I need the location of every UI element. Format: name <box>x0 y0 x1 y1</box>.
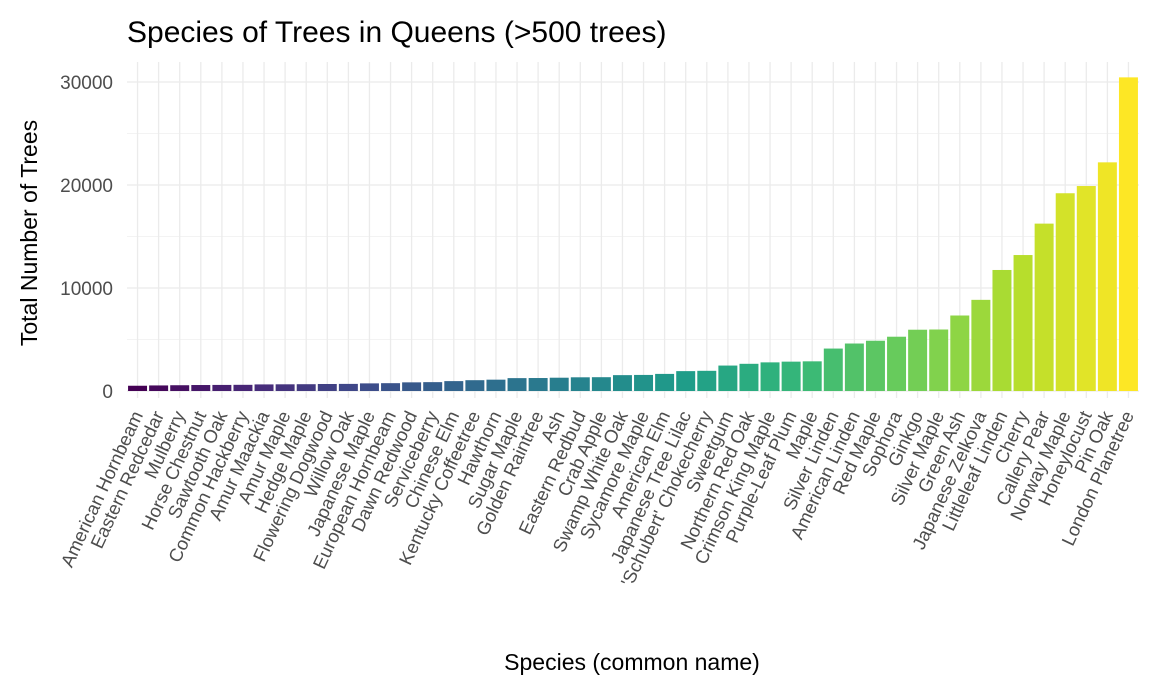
bar <box>950 315 970 391</box>
bar <box>296 384 316 391</box>
bar <box>760 362 780 391</box>
bar <box>423 382 443 391</box>
y-tick-label: 0 <box>102 382 113 403</box>
bar <box>1013 255 1033 391</box>
bar <box>802 361 822 391</box>
bar <box>612 375 632 391</box>
bar <box>781 361 801 391</box>
bar <box>317 383 337 391</box>
y-axis-ticks: 0 10000 20000 30000 <box>60 73 113 403</box>
bar <box>170 385 190 391</box>
chart-title: Species of Trees in Queens (>500 trees) <box>127 16 666 49</box>
bar <box>149 385 169 391</box>
y-tick-label: 10000 <box>60 279 113 300</box>
bar <box>465 380 485 391</box>
bars <box>128 77 1138 392</box>
bar <box>338 383 358 391</box>
bar <box>887 336 907 391</box>
bar <box>444 381 464 391</box>
y-tick-label: 30000 <box>60 73 113 94</box>
bar <box>697 370 717 391</box>
bar <box>676 371 696 391</box>
bar <box>507 378 527 391</box>
bar <box>381 383 401 391</box>
bar <box>486 379 506 391</box>
bar <box>549 377 569 391</box>
bar <box>1097 162 1117 391</box>
bar <box>971 299 991 391</box>
bar <box>212 384 232 391</box>
bar <box>823 348 843 391</box>
bar <box>655 373 675 391</box>
y-tick-label: 20000 <box>60 176 113 197</box>
bar <box>718 365 738 391</box>
y-axis-title: Total Number of Trees <box>16 120 42 346</box>
bar <box>865 340 885 391</box>
bar <box>1118 77 1138 392</box>
bar <box>128 385 148 391</box>
bar <box>591 377 611 391</box>
bar <box>570 377 590 391</box>
bar <box>844 343 864 391</box>
bar <box>233 384 253 391</box>
bar <box>992 269 1012 391</box>
bar <box>739 363 759 391</box>
bar <box>1034 223 1054 391</box>
bar <box>254 384 274 391</box>
x-axis-title: Species (common name) <box>504 649 760 675</box>
bar <box>929 329 949 391</box>
bar <box>359 383 379 391</box>
bar <box>908 329 928 391</box>
bar <box>191 385 211 391</box>
bar <box>634 374 654 391</box>
bar <box>1076 186 1096 391</box>
bar <box>275 384 295 391</box>
bar <box>528 378 548 391</box>
bar <box>1055 193 1075 391</box>
bar <box>402 382 422 391</box>
